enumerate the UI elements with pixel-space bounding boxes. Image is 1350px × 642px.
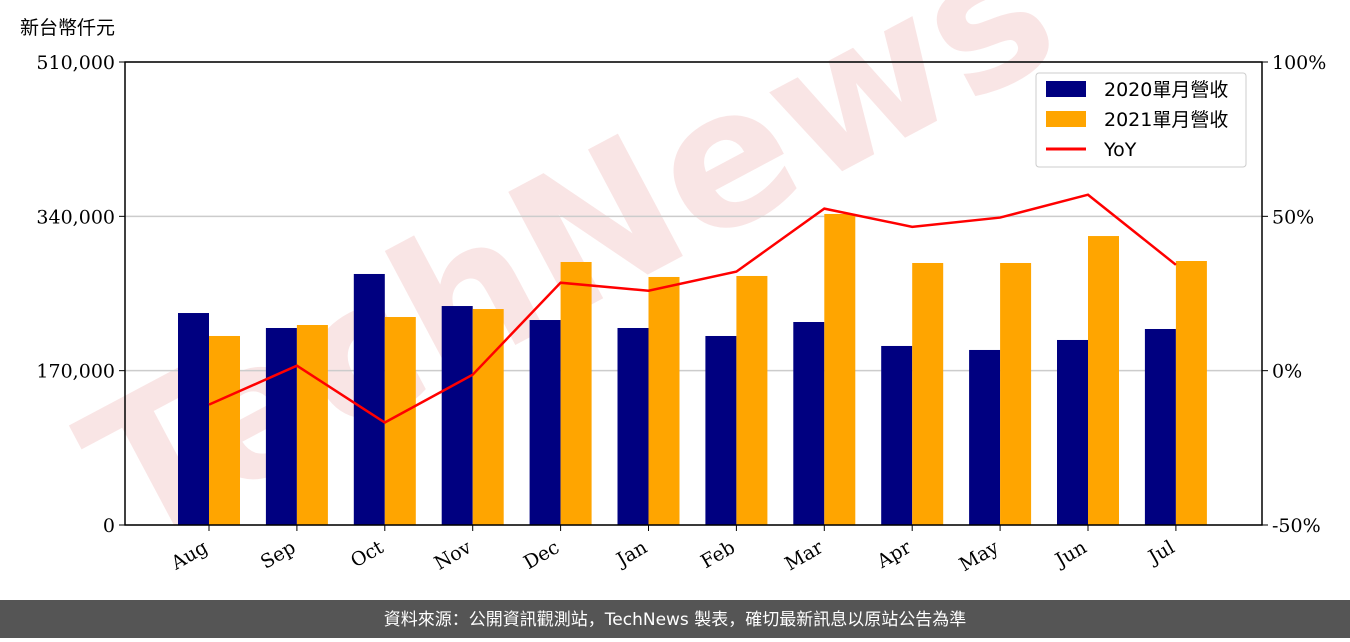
bar bbox=[209, 335, 240, 525]
y-tick-label: 0 bbox=[103, 515, 115, 537]
bar bbox=[296, 325, 328, 525]
y2-tick-label: 0% bbox=[1272, 361, 1302, 383]
bar bbox=[265, 327, 297, 525]
x-tick-label: Mar bbox=[781, 536, 827, 575]
y-tick-label: 340,000 bbox=[36, 206, 115, 228]
bar bbox=[178, 313, 209, 525]
bar bbox=[912, 262, 944, 525]
legend-swatch bbox=[1046, 81, 1086, 97]
x-tick-label: Jun bbox=[1050, 536, 1091, 572]
bar bbox=[824, 213, 856, 525]
bar bbox=[736, 275, 768, 525]
y2-tick-label: 50% bbox=[1272, 206, 1314, 228]
x-tick-label: May bbox=[956, 536, 1003, 576]
footer-bar bbox=[0, 600, 1350, 638]
source-note: 資料來源：公開資訊觀測站，TechNews 製表，確切最新訊息以原站公告為準 bbox=[384, 610, 966, 630]
bar bbox=[353, 273, 385, 525]
legend-label: 2021單月營收 bbox=[1104, 109, 1228, 131]
legend-box bbox=[1035, 72, 1247, 168]
bar bbox=[1000, 262, 1032, 525]
bar bbox=[441, 306, 473, 525]
bar bbox=[617, 327, 649, 525]
legend-label: 2020單月營收 bbox=[1104, 79, 1228, 101]
x-tick-label: Dec bbox=[520, 536, 563, 574]
x-tick-label: Sep bbox=[257, 536, 300, 573]
bar bbox=[705, 335, 737, 525]
bar bbox=[1088, 236, 1119, 526]
bar bbox=[648, 276, 680, 525]
x-tick-label: Apr bbox=[873, 536, 916, 573]
bar bbox=[529, 320, 561, 525]
bar bbox=[472, 309, 504, 525]
bar bbox=[1144, 328, 1176, 525]
bar bbox=[1175, 260, 1207, 525]
bar bbox=[793, 322, 825, 525]
y-axis-label: 新台幣仟元 bbox=[20, 17, 115, 39]
x-tick-label: Oct bbox=[347, 536, 388, 572]
x-tick-label: Feb bbox=[697, 536, 739, 573]
legend-label: YoY bbox=[1103, 139, 1137, 161]
y2-tick-label: -50% bbox=[1272, 515, 1321, 537]
x-tick-label: Jan bbox=[611, 536, 651, 572]
bar bbox=[969, 349, 1001, 525]
y2-tick-label: 100% bbox=[1272, 52, 1326, 74]
legend-swatch bbox=[1046, 111, 1086, 127]
y-tick-label: 170,000 bbox=[36, 361, 115, 383]
bar bbox=[1057, 339, 1088, 525]
y-tick-label: 510,000 bbox=[36, 52, 115, 74]
bar bbox=[881, 345, 913, 525]
x-tick-label: Nov bbox=[431, 536, 476, 575]
plot-frame bbox=[124, 61, 1263, 526]
bar bbox=[560, 261, 592, 525]
line bbox=[208, 193, 1177, 424]
x-tick-label: Jul bbox=[1143, 536, 1178, 569]
